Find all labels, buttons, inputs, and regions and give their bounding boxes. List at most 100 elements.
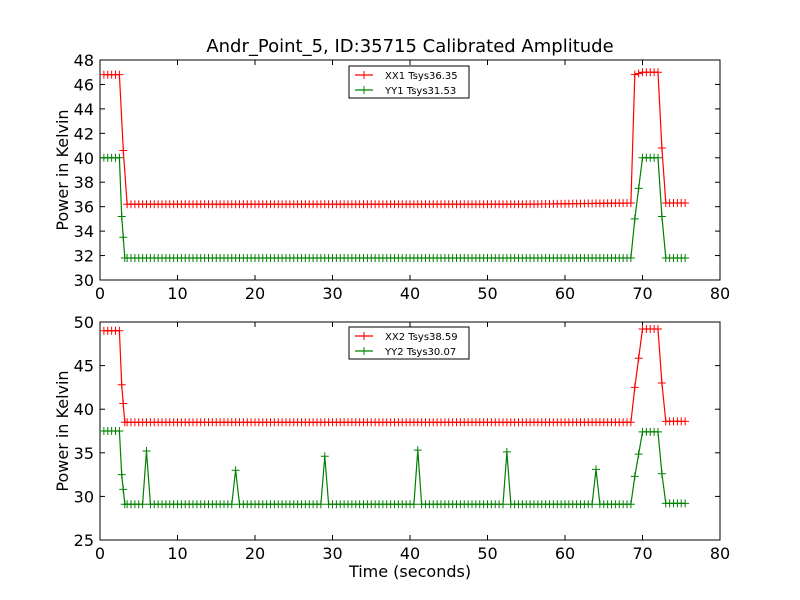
data-point-marker bbox=[119, 233, 128, 242]
data-point-marker bbox=[626, 418, 635, 427]
data-point-marker bbox=[119, 485, 128, 494]
data-point-marker bbox=[316, 500, 325, 509]
data-point-marker bbox=[626, 254, 635, 262]
series-line bbox=[103, 430, 686, 505]
data-point-marker bbox=[115, 427, 124, 435]
data-point-marker bbox=[119, 146, 128, 155]
data-point-marker bbox=[119, 399, 128, 408]
data-point-marker bbox=[681, 499, 690, 508]
data-point-marker bbox=[227, 500, 236, 509]
x-tick-label: 0 bbox=[95, 544, 105, 563]
y-tick-label: 45 bbox=[74, 357, 94, 376]
data-point-marker bbox=[115, 326, 124, 335]
x-tick-label: 10 bbox=[167, 544, 187, 563]
data-point-marker bbox=[592, 465, 600, 474]
y-tick-label: 36 bbox=[74, 198, 94, 217]
x-tick-label: 50 bbox=[477, 284, 497, 303]
y-axis-label: Power in Kelvin bbox=[53, 370, 72, 491]
data-point-marker bbox=[626, 199, 635, 207]
y-tick-label: 32 bbox=[74, 247, 94, 266]
legend-marker bbox=[360, 71, 368, 79]
data-point-marker bbox=[117, 380, 126, 389]
data-point-marker bbox=[654, 324, 662, 333]
data-point-marker bbox=[630, 214, 639, 223]
y-tick-label: 44 bbox=[74, 100, 94, 119]
y-tick-label: 48 bbox=[74, 51, 94, 70]
x-tick-label: 20 bbox=[245, 544, 265, 563]
data-point-marker bbox=[657, 469, 666, 478]
data-point-marker bbox=[588, 500, 597, 509]
data-point-marker bbox=[681, 417, 690, 426]
legend-label: YY2 Tsys30.07 bbox=[384, 347, 456, 358]
legend-marker bbox=[360, 347, 368, 355]
y-tick-label: 35 bbox=[74, 444, 94, 463]
x-tick-label: 10 bbox=[167, 284, 187, 303]
y-tick-label: 34 bbox=[74, 222, 94, 241]
x-tick-label: 50 bbox=[477, 544, 497, 563]
chart-panel-1: Andr_Point_5, ID:35715 Calibrated Amplit… bbox=[53, 36, 730, 303]
x-tick-label: 0 bbox=[95, 284, 105, 303]
y-tick-label: 30 bbox=[74, 271, 94, 290]
x-tick-label: 20 bbox=[245, 284, 265, 303]
legend: XX1 Tsys36.35 YY1 Tsys31.53 bbox=[348, 65, 470, 99]
data-point-marker bbox=[657, 144, 666, 152]
data-point-marker bbox=[115, 70, 124, 79]
x-tick-label: 40 bbox=[400, 284, 420, 303]
y-tick-label: 50 bbox=[74, 313, 94, 332]
legend-marker bbox=[360, 86, 368, 94]
data-point-marker bbox=[654, 427, 662, 436]
y-tick-label: 42 bbox=[74, 124, 94, 143]
data-point-marker bbox=[502, 447, 511, 456]
series-1 bbox=[99, 324, 690, 427]
y-tick-label: 40 bbox=[74, 400, 94, 419]
data-point-marker bbox=[413, 446, 422, 455]
x-tick-label: 30 bbox=[322, 544, 342, 563]
x-tick-label: 80 bbox=[710, 544, 730, 563]
data-point-marker bbox=[657, 379, 666, 388]
data-point-marker bbox=[681, 199, 690, 207]
legend-box bbox=[348, 326, 470, 360]
data-point-marker bbox=[117, 212, 126, 221]
legend-label: XX2 Tsys38.59 bbox=[385, 332, 458, 343]
y-tick-label: 30 bbox=[74, 487, 94, 506]
series-2 bbox=[99, 427, 690, 509]
series-2 bbox=[99, 153, 690, 262]
legend-label: XX1 Tsys36.35 bbox=[385, 71, 458, 82]
data-point-marker bbox=[630, 472, 639, 481]
x-tick-label: 60 bbox=[555, 544, 575, 563]
data-point-marker bbox=[320, 452, 329, 461]
chart-title: Andr_Point_5, ID:35715 Calibrated Amplit… bbox=[206, 36, 613, 57]
legend-marker bbox=[360, 332, 368, 340]
x-tick-label: 70 bbox=[632, 284, 652, 303]
y-tick-label: 46 bbox=[74, 75, 94, 94]
x-tick-label: 30 bbox=[322, 284, 342, 303]
y-tick-label: 38 bbox=[74, 173, 94, 192]
legend-box bbox=[348, 65, 470, 99]
y-axis-label: Power in Kelvin bbox=[53, 109, 72, 230]
data-point-marker bbox=[630, 70, 639, 79]
data-point-marker bbox=[117, 470, 126, 479]
data-point-marker bbox=[634, 184, 643, 193]
y-tick-label: 40 bbox=[74, 149, 94, 168]
data-point-marker bbox=[657, 212, 666, 221]
x-tick-label: 60 bbox=[555, 284, 575, 303]
data-point-marker bbox=[634, 354, 643, 363]
x-tick-label: 40 bbox=[400, 544, 420, 563]
data-point-marker bbox=[654, 153, 662, 162]
chart-panel-2: 0 10 20 30 40 50 60 70 80 25 30 35 40 45 50 Power in Ke… bbox=[53, 313, 730, 581]
data-point-marker bbox=[626, 500, 635, 509]
data-point-marker bbox=[138, 500, 147, 509]
data-point-marker bbox=[681, 254, 690, 262]
data-point-marker bbox=[630, 383, 639, 392]
data-point-marker bbox=[634, 450, 643, 459]
data-point-marker bbox=[409, 500, 418, 509]
y-tick-label: 25 bbox=[74, 531, 94, 550]
data-point-marker bbox=[499, 500, 507, 509]
data-point-marker bbox=[142, 447, 151, 456]
data-point-marker bbox=[654, 68, 662, 77]
legend-label: YY1 Tsys31.53 bbox=[384, 86, 456, 97]
data-point-marker bbox=[231, 466, 240, 475]
x-tick-label: 70 bbox=[632, 544, 652, 563]
data-point-marker bbox=[634, 69, 643, 78]
